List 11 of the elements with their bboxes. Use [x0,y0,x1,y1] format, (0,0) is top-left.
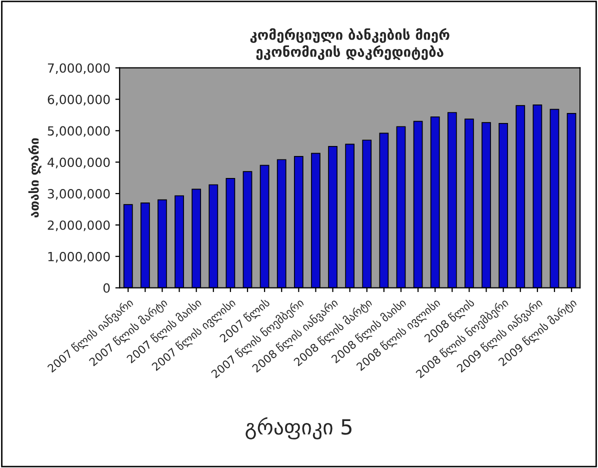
y-tick-label: 2,000,000 [48,220,110,232]
chart-title: კომერციული ბანკების მიერ ეკონომიკის დაკრედიტება [250,28,450,60]
y-tick-label: 5,000,000 [48,126,110,137]
y-axis-title: ათასი ლარი [28,138,42,218]
y-tick-label: 4,000,000 [48,158,110,168]
y-tick-label: 1,000,000 [48,252,110,263]
y-tick-label: 0 [103,283,110,293]
y-tick-label: 6,000,000 [48,94,110,106]
y-tick-label: 3,000,000 [48,189,110,200]
y-tick-label: 7,000,000 [48,63,110,74]
text: გრაფიკი 5 [246,417,352,440]
